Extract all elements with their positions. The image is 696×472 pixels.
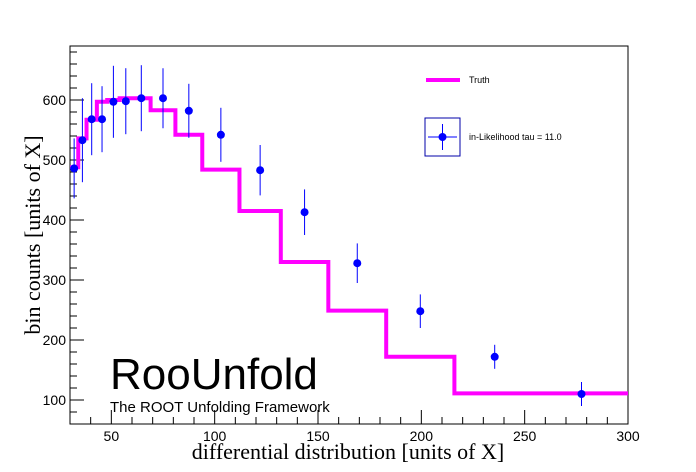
data-point xyxy=(353,259,362,268)
data-point xyxy=(121,97,130,106)
x-tick-label: 200 xyxy=(410,428,434,444)
y-tick-label: 300 xyxy=(43,272,67,288)
data-point xyxy=(256,166,265,175)
data-point xyxy=(300,208,309,217)
data-point xyxy=(70,164,79,173)
data-point xyxy=(416,307,425,316)
data-point xyxy=(216,130,225,139)
x-tick-label: 150 xyxy=(306,428,330,444)
x-tick-label: 50 xyxy=(104,428,120,444)
y-axis-title: bin counts [units of X] xyxy=(20,135,45,334)
unfolded-series xyxy=(70,65,586,406)
data-point xyxy=(78,136,87,145)
y-tick-label: 500 xyxy=(43,152,67,168)
x-tick-label: 250 xyxy=(513,428,537,444)
data-point xyxy=(490,352,499,361)
legend-unfolded-box xyxy=(424,117,461,157)
x-tick-label: 100 xyxy=(203,428,227,444)
x-axis-title: differential distribution [units of X] xyxy=(192,439,504,464)
data-point xyxy=(87,115,96,124)
plot-frame xyxy=(69,45,629,425)
legend-unfolded-marker xyxy=(438,133,447,141)
y-tick-label: 200 xyxy=(43,332,67,348)
x-tick-label: 300 xyxy=(616,428,640,444)
y-axis-ticks: 100 200 300 400 500 600 xyxy=(43,51,84,413)
brand-title: RooUnfold xyxy=(110,350,318,399)
brand-subtitle: The ROOT Unfolding Framework xyxy=(110,399,330,416)
legend-unfolded-label: in-Likelihood tau = 11.0 xyxy=(469,132,562,142)
y-tick-label: 100 xyxy=(43,392,67,408)
data-point xyxy=(109,97,118,106)
data-point xyxy=(159,94,167,103)
x-axis-ticks: 50 100 150 200 250 300 xyxy=(69,410,640,444)
legend: Truth in-Likelihood tau = 11.0 xyxy=(424,75,562,157)
legend-truth-label: Truth xyxy=(469,75,490,85)
data-point xyxy=(577,390,586,398)
y-tick-label: 400 xyxy=(43,212,67,228)
data-point xyxy=(98,115,107,124)
y-tick-label: 600 xyxy=(43,92,67,108)
data-point xyxy=(184,106,193,115)
data-point xyxy=(137,94,146,103)
